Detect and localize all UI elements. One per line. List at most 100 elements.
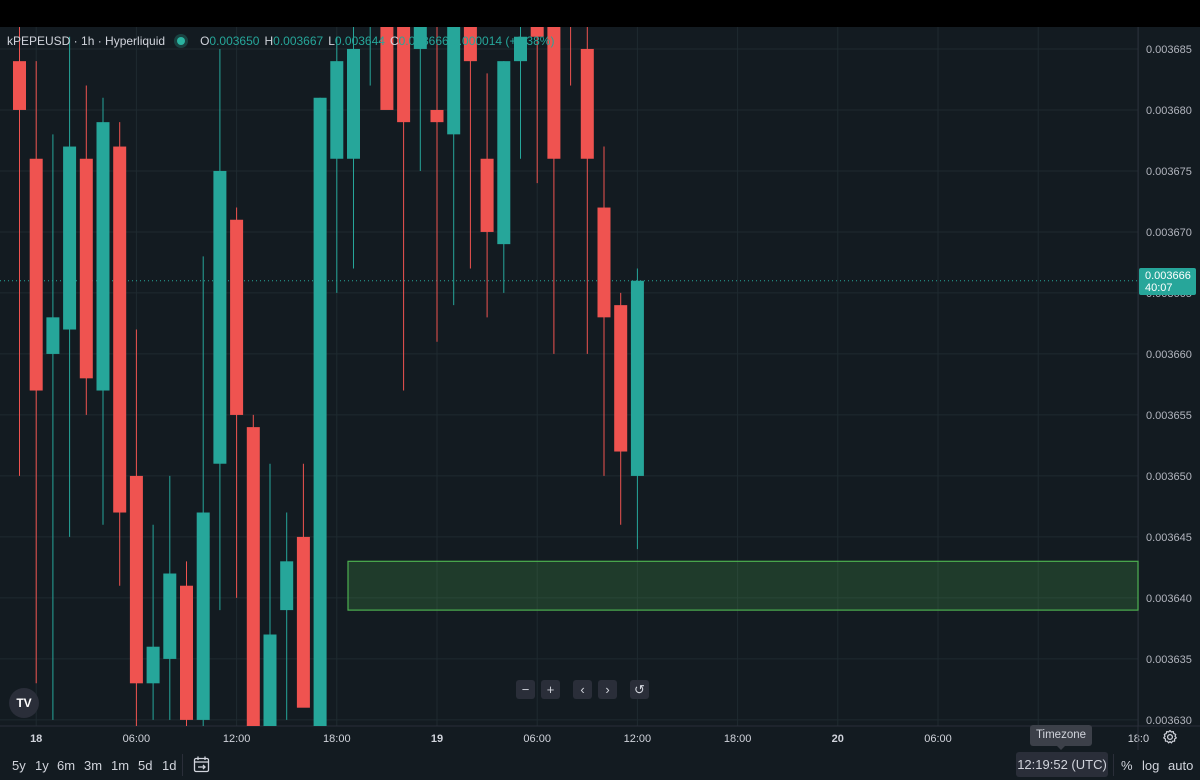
candle-body (597, 207, 611, 318)
range-6m-button[interactable]: 6m (57, 758, 76, 773)
price-chart[interactable]: 0.0036850.0036800.0036750.0036700.003665… (0, 27, 1200, 750)
zoom-out-button[interactable]: − (516, 680, 535, 699)
candle-body (96, 122, 110, 391)
top-black-bar (0, 0, 1200, 27)
candle-body (163, 573, 177, 659)
candle-body (480, 158, 494, 232)
last-price-value: 0.003666 (1145, 270, 1191, 282)
time-tick-label: 06:00 (523, 733, 551, 745)
price-tick-label: 0.003640 (1146, 593, 1192, 605)
toolbar-divider (1113, 754, 1114, 776)
candle-body (46, 317, 60, 354)
range-5d-button[interactable]: 5d (138, 758, 153, 773)
candle-body (530, 27, 544, 37)
candle-body (447, 27, 461, 135)
candle-body (514, 36, 527, 62)
last-price-tag: 0.003666 40:07 (1139, 268, 1196, 295)
candle-body (230, 219, 244, 415)
time-tick-label: 18 (30, 733, 42, 745)
bar-countdown: 40:07 (1145, 282, 1173, 294)
close-label: C (389, 34, 399, 48)
scroll-left-button[interactable]: ‹ (573, 680, 592, 699)
price-tick-label: 0.003650 (1146, 471, 1192, 483)
price-tick-label: 0.003645 (1146, 532, 1192, 544)
price-tick-label: 0.003655 (1146, 410, 1192, 422)
open-label: O (200, 34, 210, 48)
low-value: 0.003644 (334, 34, 385, 48)
log-scale-button[interactable]: log (1142, 758, 1160, 773)
time-tick-label: 20 (832, 733, 844, 745)
price-tick-label: 0.003680 (1146, 105, 1192, 117)
candle-body (614, 305, 628, 452)
candle-body (280, 561, 294, 611)
candle-body (330, 61, 344, 159)
candle-body (630, 280, 644, 476)
candle-body (63, 146, 77, 330)
close-value: 0.003666 (398, 34, 449, 48)
candle-body (413, 27, 427, 49)
candle-body (79, 158, 93, 379)
candle-body (313, 97, 327, 726)
timezone-tooltip: Timezone (1030, 725, 1092, 746)
candle-body (380, 27, 394, 110)
scroll-right-button[interactable]: › (598, 680, 617, 699)
range-1d-button[interactable]: 1d (162, 758, 177, 773)
candle-body (547, 27, 561, 159)
reset-chart-button[interactable]: ↺ (630, 680, 649, 699)
candle-body (29, 158, 43, 391)
low-label: L (328, 34, 335, 48)
candle-body (296, 536, 310, 708)
time-tick-label: 18:00 (724, 733, 752, 745)
candle-body (463, 27, 477, 62)
price-tick-label: 0.003675 (1146, 166, 1192, 178)
price-tick-label: 0.003630 (1146, 715, 1192, 727)
price-tick-label: 0.003660 (1146, 349, 1192, 361)
tradingview-logo[interactable]: TV (9, 688, 39, 718)
price-tick-label: 0.003670 (1146, 227, 1192, 239)
bottom-toolbar (0, 750, 1200, 780)
gear-icon[interactable] (1162, 729, 1178, 745)
toolbar-divider (182, 754, 183, 776)
demand-zone-rectangle (347, 560, 1139, 611)
candle-body (129, 475, 143, 684)
chart-navigation: − + ‹ › ↺ (516, 680, 655, 699)
candle-body (13, 61, 26, 110)
auto-scale-button[interactable]: auto (1168, 758, 1194, 773)
candle-body (246, 427, 260, 726)
market-status-dot-icon (177, 37, 186, 45)
time-tick-label: 12:00 (624, 733, 652, 745)
calendar-goto-icon[interactable] (193, 756, 211, 773)
price-tick-label: 0.003685 (1146, 44, 1192, 56)
high-value: 0.003667 (273, 34, 324, 48)
range-1m-button[interactable]: 1m (111, 758, 130, 773)
candle-body (113, 146, 127, 513)
time-tick-label: 06:00 (924, 733, 952, 745)
percent-scale-button[interactable]: % (1121, 758, 1133, 773)
time-tick-label: 12:00 (223, 733, 251, 745)
timezone-clock-button[interactable]: 12:19:52 (UTC) (1016, 752, 1108, 777)
candle-body (497, 61, 511, 245)
candle-body (180, 585, 193, 720)
candle-body (580, 48, 594, 159)
range-3m-button[interactable]: 3m (84, 758, 103, 773)
candle-body (430, 109, 444, 123)
range-1y-button[interactable]: 1y (35, 758, 49, 773)
price-tick-label: 0.003635 (1146, 654, 1192, 666)
time-tick-label: 18:00 (323, 733, 351, 745)
candle-body (146, 646, 160, 684)
candle-body (196, 512, 210, 720)
tooltip-arrow (1056, 745, 1066, 750)
high-label: H (264, 34, 274, 48)
candle-body (213, 170, 227, 464)
change-value: 0.000014 (+0.38%) (452, 34, 555, 48)
symbol-label[interactable]: kPEPEUSD · 1h · Hyperliquid (7, 34, 166, 48)
chart-legend: kPEPEUSD · 1h · Hyperliquid O0.003650 H0.0… (7, 34, 554, 48)
candle-body (347, 48, 360, 159)
candle-body (263, 634, 277, 726)
candle-body (397, 27, 411, 123)
time-tick-label: 19 (431, 733, 443, 745)
time-tick-label: 06:00 (123, 733, 151, 745)
open-value: 0.003650 (209, 34, 260, 48)
range-5y-button[interactable]: 5y (12, 758, 26, 773)
zoom-in-button[interactable]: + (541, 680, 560, 699)
